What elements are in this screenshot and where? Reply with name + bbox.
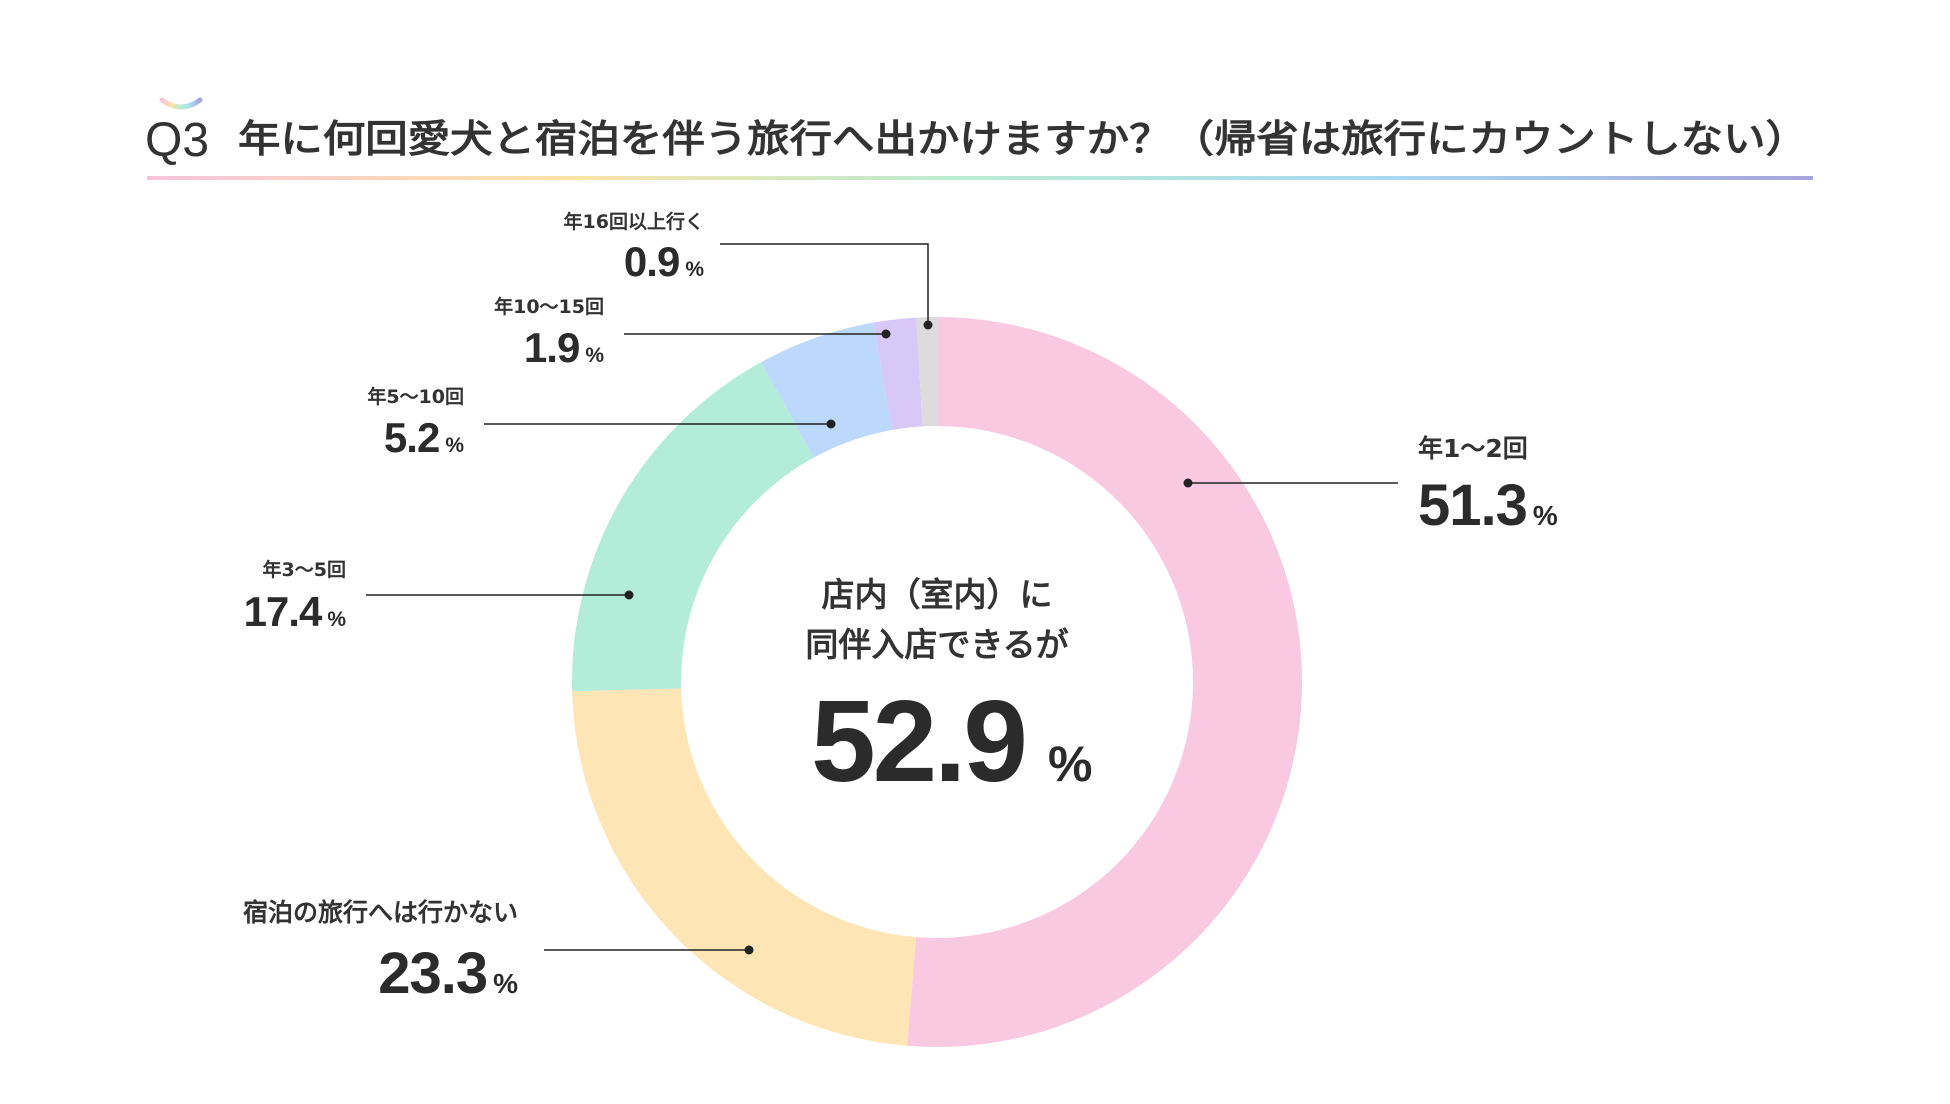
slice-label-1: 宿泊の旅行へは行かない [243, 898, 518, 927]
leader-line-5 [720, 243, 929, 325]
center-value-unit: % [1048, 736, 1092, 792]
center-caption-line1: 店内（室内）に [822, 575, 1053, 614]
center-value: 52.9 [811, 676, 1025, 806]
center-caption-line2: 同伴入店できるが [805, 625, 1068, 664]
slice-value-unit-0: % [1533, 500, 1558, 531]
header-gradient-rule [147, 176, 1813, 180]
donut-slices [572, 317, 1302, 1047]
slice-value-unit-4: % [585, 344, 604, 367]
donut-slice-1 [572, 688, 917, 1046]
slice-label-4: 年10〜15回 [494, 295, 604, 318]
donut-center: 店内（室内）に 同伴入店できるが 52.9 % [805, 575, 1092, 806]
slice-value-unit-5: % [685, 258, 704, 281]
leader-lines [366, 243, 1398, 955]
slice-value-1: 23.3 [378, 941, 487, 1006]
chart-title: 年に何回愛犬と宿泊を伴う旅行へ出かけますか？（帰省は旅行にカウントしない） [238, 117, 1808, 161]
donut-slice-2 [572, 362, 814, 692]
slice-value-unit-3: % [445, 434, 464, 457]
slice-value-unit-2: % [327, 608, 346, 631]
slice-value-5: 0.9 [624, 238, 679, 285]
slice-value-0: 51.3 [1418, 473, 1527, 538]
slice-value-4: 1.9 [524, 324, 579, 371]
slice-value-3: 5.2 [384, 414, 439, 461]
donut-slice-4 [873, 317, 923, 430]
slice-label-5: 年16回以上行く [564, 210, 704, 233]
donut-slice-0 [907, 317, 1302, 1047]
donut-slice-3 [761, 322, 893, 458]
slice-label-3: 年5〜10回 [367, 385, 464, 408]
question-number: Q3 [145, 114, 209, 167]
slice-value-unit-1: % [493, 968, 518, 999]
slice-label-2: 年3〜5回 [263, 558, 346, 581]
chart-header: Q3 年に何回愛犬と宿泊を伴う旅行へ出かけますか？（帰省は旅行にカウントしない） [145, 97, 1813, 180]
donut-slice-5 [916, 317, 937, 427]
slice-labels: 年1〜2回 51.3 % 宿泊の旅行へは行かない 23.3 % 年3〜5回 17.4 % 年5〜1… [243, 210, 1558, 1006]
q-badge-arc [159, 97, 203, 110]
slice-label-0: 年1〜2回 [1418, 434, 1528, 463]
slice-value-2: 17.4 [244, 588, 323, 635]
